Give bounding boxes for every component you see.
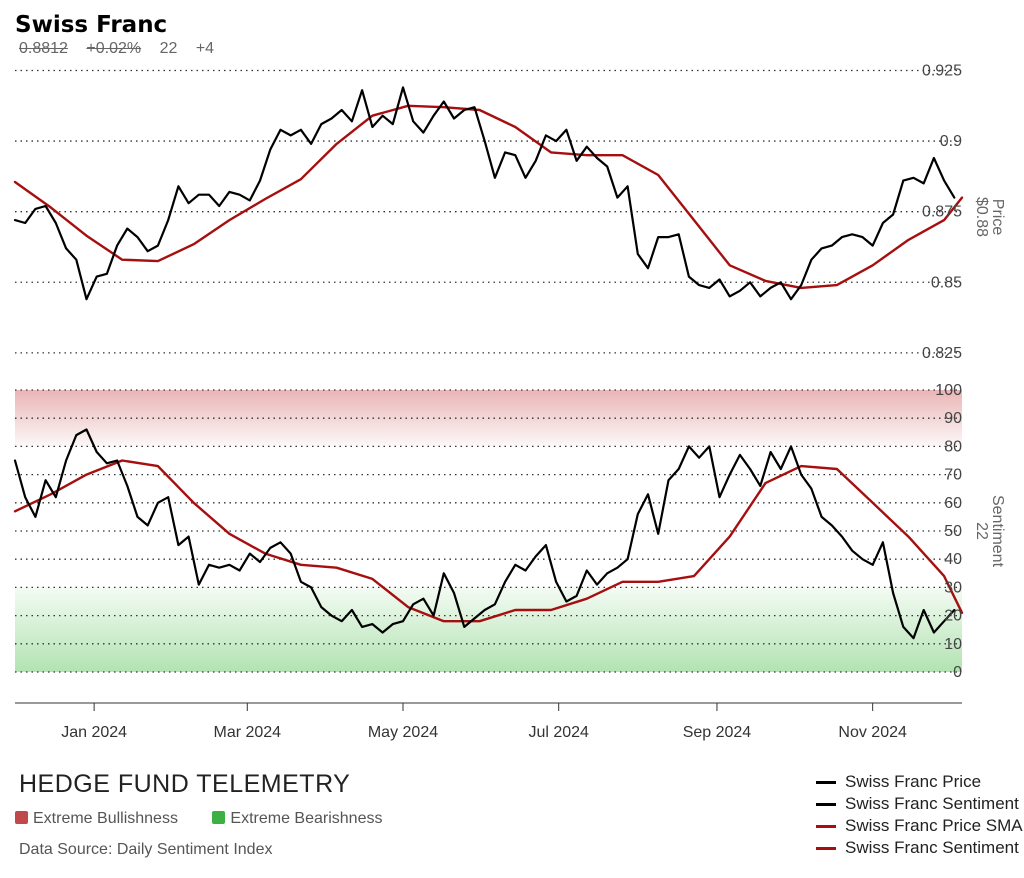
data-source: Data Source: Daily Sentiment Index bbox=[19, 841, 273, 858]
legend-item-price-sma[interactable]: Swiss Franc Price SMA bbox=[816, 815, 1024, 837]
legend-label-price: Swiss Franc Price bbox=[845, 772, 982, 791]
sentiment-tick-label: 20 bbox=[944, 608, 962, 625]
legend-item-sentiment-sma[interactable]: Swiss Franc Sentiment SMA bbox=[816, 837, 1024, 859]
last-price: 0.8812 bbox=[19, 40, 68, 57]
x-tick-label: Sep 2024 bbox=[683, 724, 752, 741]
sentiment-tick-label: 60 bbox=[944, 495, 962, 512]
bear-label: Extreme Bearishness bbox=[230, 810, 383, 827]
legend-label-price-sma: Swiss Franc Price SMA bbox=[845, 816, 1023, 835]
sentiment-tick-label: 30 bbox=[944, 579, 962, 596]
sentiment-change: +4 bbox=[195, 40, 215, 57]
price-tick-label: 0.875 bbox=[922, 204, 962, 221]
bear-zone bbox=[15, 587, 962, 672]
bear-swatch bbox=[212, 811, 226, 824]
sentiment-tick-label: 90 bbox=[944, 410, 962, 427]
zone-legend: Extreme Bullishness Extreme Bearishness bbox=[15, 810, 412, 828]
chart-title: Swiss Franc bbox=[15, 12, 168, 38]
price-tick-label: 0.85 bbox=[931, 274, 962, 291]
legend-label-sentiment: Swiss Franc Sentiment bbox=[845, 794, 1019, 813]
sentiment-tick-label: 40 bbox=[944, 551, 962, 568]
brand-name: HEDGE FUND TELEMETRY bbox=[19, 770, 351, 798]
bear-legend-item: Extreme Bearishness bbox=[212, 810, 382, 828]
sentiment-tick-label: 70 bbox=[944, 467, 962, 484]
legend-line-price-sma bbox=[816, 825, 836, 829]
sentiment-tick-label: 100 bbox=[935, 382, 962, 399]
legend-item-sentiment[interactable]: Swiss Franc Sentiment bbox=[816, 793, 1024, 815]
bull-legend-item: Extreme Bullishness bbox=[15, 810, 178, 828]
sentiment-line bbox=[13, 428, 956, 640]
bull-swatch bbox=[15, 811, 28, 824]
price-tick-label: 0.825 bbox=[922, 345, 962, 362]
price-tick-label: 0.9 bbox=[940, 133, 962, 150]
sentiment-value: 22 bbox=[159, 40, 178, 57]
sentiment-tick-label: 0 bbox=[953, 664, 962, 681]
header-stats: 0.8812 +0.02% 22 +4 bbox=[19, 40, 228, 58]
chart-canvas: 0.825 0.85 0.875 0.9 0.925 0 10 20 30 40 50 60 70 80 9… bbox=[13, 62, 1006, 741]
x-tick-label: Jul 2024 bbox=[528, 724, 589, 741]
price-axis-title: Price bbox=[989, 199, 1006, 236]
legend-line-sentiment-sma bbox=[816, 847, 836, 851]
sentiment-tick-label: 50 bbox=[944, 523, 962, 540]
sentiment-axis-value: 22 bbox=[973, 522, 990, 540]
price-tick-label: 0.925 bbox=[922, 62, 962, 79]
bull-label: Extreme Bullishness bbox=[33, 810, 178, 827]
legend-line-price bbox=[816, 781, 836, 785]
price-sma-line bbox=[13, 104, 964, 290]
x-tick-label: Nov 2024 bbox=[838, 724, 907, 741]
sentiment-sma-line bbox=[13, 459, 964, 623]
legend-label-sentiment-sma: Swiss Franc Sentiment SMA bbox=[845, 838, 1024, 857]
series-legend: Swiss Franc Price Swiss Franc Sentiment … bbox=[816, 771, 1024, 859]
price-change: +0.02% bbox=[86, 40, 142, 57]
legend-item-price[interactable]: Swiss Franc Price bbox=[816, 771, 1024, 793]
x-tick-label: Mar 2024 bbox=[213, 724, 281, 741]
sentiment-tick-label: 10 bbox=[944, 636, 962, 653]
sentiment-axis-title: Sentiment bbox=[989, 495, 1006, 568]
x-tick-label: Jan 2024 bbox=[61, 724, 127, 741]
price-line bbox=[13, 86, 956, 301]
legend-line-sentiment bbox=[816, 803, 836, 807]
x-tick-label: May 2024 bbox=[368, 724, 438, 741]
sentiment-tick-label: 80 bbox=[944, 438, 962, 455]
price-axis-value: $0.88 bbox=[973, 197, 990, 237]
